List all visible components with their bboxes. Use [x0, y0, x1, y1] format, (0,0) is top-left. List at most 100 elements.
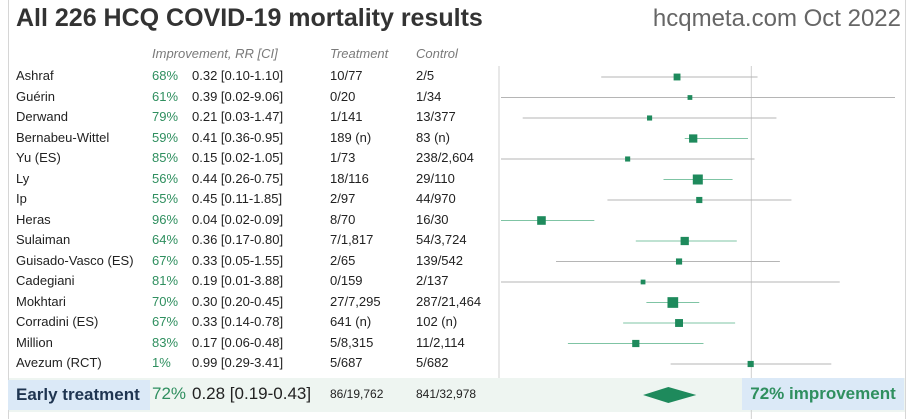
study-rr: 0.39 [0.02-9.06]: [192, 88, 284, 104]
study-marker: [667, 297, 679, 308]
study-rr: 0.44 [0.26-0.75]: [192, 170, 284, 186]
study-marker: [680, 236, 689, 246]
study-marker: [640, 279, 646, 285]
study-treatment: 641 (n): [330, 314, 372, 329]
study-rr: 0.21 [0.03-1.47]: [192, 109, 284, 124]
study-rr: 0.30 [0.20-0.45]: [192, 293, 284, 309]
study-treatment: 8/70: [330, 211, 356, 227]
study-name: Derwand: [16, 109, 69, 124]
table-row: Ashraf 68% 0.32 [0.10-1.10] 10/77 2/5: [0, 68, 500, 88]
study-rr: 0.33 [0.14-0.78]: [192, 314, 284, 329]
study-rr: 0.19 [0.01-3.88]: [192, 273, 284, 288]
study-control: 54/3,724: [416, 232, 467, 247]
study-marker: [625, 156, 631, 162]
study-name: Sulaiman: [16, 232, 71, 247]
summary-treatment: 86/19,762: [330, 387, 384, 401]
summary-control: 841/32,978: [416, 387, 477, 401]
study-improvement: 67%: [152, 252, 179, 268]
table-row: Mokhtari 70% 0.30 [0.20-0.45] 27/7,295 287/2…: [0, 294, 500, 314]
study-name: Cadegiani: [16, 273, 75, 288]
study-rr: 0.36 [0.17-0.80]: [192, 232, 284, 247]
study-improvement: 85%: [152, 150, 179, 165]
summary-improvement-badge: 72% improvement: [742, 378, 904, 410]
study-improvement: 83%: [152, 334, 179, 350]
study-marker: [747, 360, 754, 368]
study-name: Ip: [16, 191, 27, 206]
study-rr: 0.33 [0.05-1.55]: [192, 252, 284, 268]
study-marker: [673, 73, 681, 81]
study-marker: [696, 196, 703, 204]
study-improvement: 61%: [152, 88, 179, 104]
table-row: Ip 55% 0.45 [0.11-1.85] 2/97 44/970: [0, 191, 500, 211]
study-rr: 0.41 [0.36-0.95]: [192, 129, 284, 145]
study-name: Bernabeu-Wittel: [16, 129, 110, 145]
study-control: 139/542: [416, 252, 463, 268]
study-control: 238/2,604: [416, 150, 474, 165]
study-marker: [537, 216, 546, 225]
study-marker: [675, 319, 683, 327]
study-improvement: 96%: [152, 211, 179, 227]
study-marker: [675, 258, 683, 265]
study-marker: [632, 339, 640, 348]
summary-label: Early treatment: [8, 380, 150, 410]
table-row: Avezum (RCT) 1% 0.99 [0.29-3.41] 5/687 5/682: [0, 355, 500, 375]
study-name: Corradini (ES): [16, 314, 99, 329]
chart-title: All 226 HCQ COVID-19 mortality results: [16, 4, 483, 32]
study-improvement: 70%: [152, 293, 179, 309]
study-control: 2/137: [416, 273, 449, 288]
table-row: Bernabeu-Wittel 59% 0.41 [0.36-0.95] 189 (n…: [0, 130, 500, 150]
study-control: 287/21,464: [416, 293, 482, 309]
study-control: 11/2,114: [416, 334, 465, 350]
study-rr: 0.15 [0.02-1.05]: [192, 150, 284, 165]
table-row: Heras 96% 0.04 [0.02-0.09] 8/70 16/30: [0, 212, 500, 232]
study-improvement: 79%: [152, 109, 179, 124]
study-control: 13/377: [416, 109, 456, 124]
summary-rr: 0.28 [0.19-0.43]: [192, 384, 312, 403]
study-control: 44/970: [416, 191, 456, 206]
study-treatment: 27/7,295: [330, 293, 381, 309]
study-name: Heras: [16, 211, 51, 227]
study-control: 1/34: [416, 88, 442, 104]
study-improvement: 81%: [152, 273, 179, 288]
study-treatment: 10/77: [330, 68, 363, 83]
study-rr: 0.32 [0.10-1.10]: [192, 68, 284, 83]
site-credit: hcqmeta.com Oct 2022: [652, 5, 901, 32]
table-row: Guérin 61% 0.39 [0.02-9.06] 0/20 1/34: [0, 89, 500, 109]
study-treatment: 189 (n): [330, 129, 372, 145]
study-treatment: 5/8,315: [330, 334, 374, 350]
study-treatment: 7/1,817: [330, 232, 374, 247]
study-improvement: 1%: [152, 355, 171, 370]
study-rr: 0.45 [0.11-1.85]: [192, 191, 283, 206]
study-marker: [687, 95, 693, 100]
study-control: 102 (n): [416, 314, 458, 329]
study-treatment: 2/97: [330, 191, 356, 206]
study-marker: [647, 115, 653, 121]
study-treatment: 0/20: [330, 88, 356, 104]
study-treatment: 0/159: [330, 273, 363, 288]
table-row: Ly 56% 0.44 [0.26-0.75] 18/116 29/110: [0, 171, 500, 191]
study-name: Mokhtari: [16, 293, 66, 309]
study-improvement: 55%: [152, 191, 179, 206]
study-marker: [692, 174, 703, 185]
column-header-control: Control: [416, 46, 458, 61]
study-name: Guisado-Vasco (ES): [16, 252, 134, 268]
study-improvement: 59%: [152, 129, 179, 145]
column-header-treatment: Treatment: [330, 46, 389, 61]
study-name: Ly: [16, 170, 30, 186]
table-row: Million 83% 0.17 [0.06-0.48] 5/8,315 11/2,11…: [0, 335, 500, 355]
table-row: Yu (ES) 85% 0.15 [0.02-1.05] 1/73 238/2,604: [0, 150, 500, 170]
study-rr: 0.99 [0.29-3.41]: [192, 355, 284, 370]
study-control: 2/5: [416, 68, 435, 83]
table-row: Derwand 79% 0.21 [0.03-1.47] 1/141 13/377: [0, 109, 500, 129]
study-improvement: 68%: [152, 68, 179, 83]
study-name: Million: [16, 334, 53, 350]
study-name: Avezum (RCT): [16, 355, 102, 370]
study-improvement: 56%: [152, 170, 179, 186]
study-treatment: 18/116: [330, 170, 369, 186]
study-treatment: 1/73: [330, 150, 356, 165]
table-row: Sulaiman 64% 0.36 [0.17-0.80] 7/1,817 54/3,7…: [0, 232, 500, 252]
study-control: 5/682: [416, 355, 449, 370]
study-improvement: 67%: [152, 314, 179, 329]
study-control: 29/110: [416, 170, 455, 186]
